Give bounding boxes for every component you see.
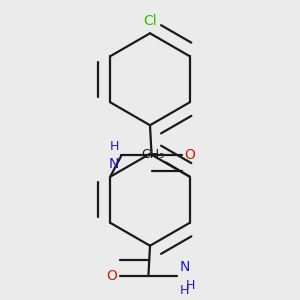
Text: N: N: [179, 260, 190, 274]
Text: H: H: [110, 140, 119, 153]
Text: H: H: [179, 284, 189, 297]
Text: O: O: [106, 269, 117, 283]
Text: H: H: [186, 279, 195, 292]
Text: N: N: [109, 157, 119, 171]
Text: O: O: [184, 148, 195, 162]
Text: CH₃: CH₃: [141, 148, 164, 161]
Text: Cl: Cl: [143, 14, 157, 28]
